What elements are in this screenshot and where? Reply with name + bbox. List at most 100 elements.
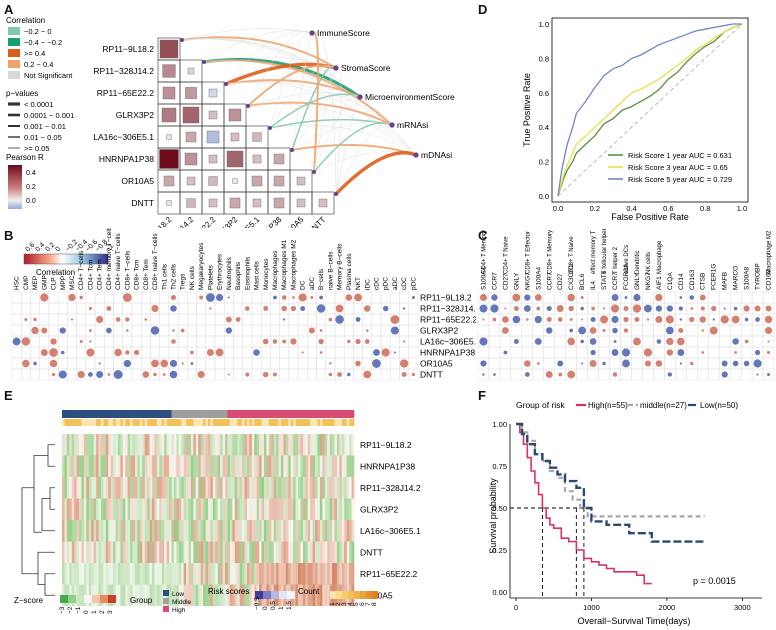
e-heat-cell: [96, 498, 99, 520]
c-cell: [686, 324, 698, 337]
b-dot: [382, 305, 389, 312]
c-dot: [755, 317, 760, 322]
e-heat-cell: [300, 541, 304, 563]
b-dot: [24, 317, 28, 322]
target-node: [389, 122, 395, 128]
c-column-label: GNLY: [634, 272, 641, 290]
e-count-bar: [66, 419, 70, 426]
e-heat-cell: [319, 584, 323, 606]
e-heat-cell: [98, 434, 102, 456]
e-heat-cell: [300, 563, 304, 585]
e-heat-cell: [244, 477, 248, 499]
e-heat-cell: [103, 520, 107, 542]
b-cell: [408, 335, 419, 348]
e-heat-cell: [290, 541, 294, 563]
e-heat-cell: [161, 541, 165, 563]
e-heat-cell: [261, 434, 265, 456]
c-dot: [743, 305, 750, 312]
b-cell: [279, 357, 290, 370]
e-heat-cell: [66, 434, 70, 456]
e-group-bar: [69, 410, 73, 418]
p-legend-label: >= 0.05: [24, 144, 49, 153]
b-cell: [131, 324, 142, 337]
b-cell: [104, 335, 114, 348]
e-dendro-branch: [44, 573, 55, 596]
e-count-bar: [156, 419, 160, 426]
b-cell: [11, 291, 22, 304]
correlation-link: [181, 36, 337, 69]
c-dot: [643, 304, 652, 313]
b-legend-tick: 0.6: [24, 242, 36, 254]
e-heat-cell: [276, 477, 279, 499]
b-dot: [79, 295, 83, 300]
e-risk-swatch: [287, 591, 295, 599]
e-count-bar: [344, 419, 347, 426]
b-column-label: Megakaryocytes: [198, 242, 205, 290]
e-heat-cell: [215, 434, 219, 456]
e-heat-cell: [181, 584, 184, 606]
e-heat-cell: [254, 563, 257, 585]
e-group-bar: [81, 410, 85, 418]
c-cell: [554, 346, 566, 359]
e-heat-cell: [62, 541, 65, 563]
b-column-label: Th1 cells: [161, 263, 168, 290]
e-heat-cell: [283, 520, 287, 542]
e-heat-cell: [108, 563, 111, 585]
panel-e-label: E: [4, 388, 13, 403]
e-heat-cell: [125, 455, 128, 477]
b-cell: [177, 302, 188, 315]
b-cell: [233, 335, 243, 348]
c-cell: [532, 324, 544, 337]
e-heat-cell: [190, 455, 194, 477]
e-heat-cell: [217, 563, 221, 585]
e-heat-cell: [91, 477, 94, 499]
e-count-bar: [293, 419, 296, 426]
b-cell: [131, 302, 142, 315]
e-heat-cell: [234, 434, 238, 456]
e-heat-cell: [227, 541, 231, 563]
e-heat-cell: [227, 563, 231, 585]
b-dot: [300, 306, 306, 311]
e-heat-cell: [100, 520, 104, 542]
e-heat-cell: [249, 434, 253, 456]
e-heat-cell: [113, 498, 116, 520]
e-heat-cell: [288, 434, 292, 456]
b-column-label: cDC: [401, 277, 408, 290]
e-heat-cell: [305, 477, 309, 499]
e-heat-cell: [339, 498, 343, 520]
e-heat-cell: [322, 584, 326, 606]
e-heat-cell: [329, 498, 333, 520]
e-heat-cell: [259, 477, 262, 499]
e-group-bar: [96, 410, 99, 418]
e-heat-cell: [208, 520, 211, 542]
c-dot: [557, 317, 563, 322]
e-heat-cell: [234, 584, 238, 606]
e-group-swatch: [163, 598, 169, 604]
e-heat-cell: [212, 477, 216, 499]
e-heat-cell: [276, 563, 279, 585]
e-heat-cell: [305, 541, 309, 563]
c-cell: [521, 335, 534, 348]
e-heat-cell: [305, 563, 309, 585]
b-cell: [187, 302, 197, 315]
b-column-label: Monocytes: [263, 258, 270, 290]
e-heat-cell: [142, 520, 146, 542]
c-cell: [510, 346, 523, 359]
b-dot: [169, 370, 178, 379]
matrix-square: [296, 198, 306, 208]
e-heat-cell: [242, 498, 245, 520]
b-dot: [31, 326, 39, 335]
c-cell: [708, 357, 720, 370]
b-cell: [150, 346, 160, 359]
e-heat-cell: [298, 498, 301, 520]
c-dot: [753, 359, 762, 368]
b-column-label: B−cells: [318, 268, 325, 290]
e-heat-cell: [261, 498, 265, 520]
matrix-square: [185, 131, 197, 143]
e-heat-cell: [285, 455, 289, 477]
b-cell: [270, 324, 280, 337]
b-cell: [307, 313, 317, 326]
e-zscore-tick: 0: [83, 610, 90, 614]
b-dot: [125, 317, 130, 322]
